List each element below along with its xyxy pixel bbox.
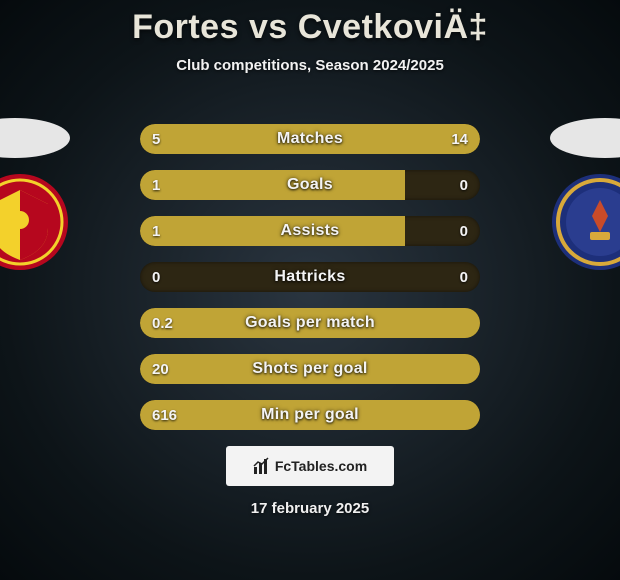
stat-bar-left <box>140 216 405 246</box>
footer-date: 17 february 2025 <box>0 500 620 517</box>
brand-badge[interactable]: FcTables.com <box>226 446 394 486</box>
stat-row: 10Goals <box>140 170 480 200</box>
stat-value-right: 0 <box>460 216 468 246</box>
stats-list: 514Matches10Goals10Assists00Hattricks0.2… <box>140 124 480 446</box>
stat-bar-right <box>228 124 480 154</box>
stat-bar-left <box>140 308 480 338</box>
stat-label: Hattricks <box>140 262 480 292</box>
stat-bar-left <box>140 400 480 430</box>
page-subtitle: Club competitions, Season 2024/2025 <box>0 57 620 74</box>
stat-row: 0.2Goals per match <box>140 308 480 338</box>
stat-value-right: 0 <box>460 262 468 292</box>
stat-row: 10Assists <box>140 216 480 246</box>
stat-bar-left <box>140 170 405 200</box>
stat-row: 514Matches <box>140 124 480 154</box>
stat-row: 616Min per goal <box>140 400 480 430</box>
stat-row: 0 0Hattricks <box>140 262 480 292</box>
stat-bar-left <box>140 354 480 384</box>
stat-row: 20Shots per goal <box>140 354 480 384</box>
player-photo-right-placeholder <box>550 118 620 158</box>
brand-text: FcTables.com <box>275 458 367 474</box>
page-title: Fortes vs CvetkoviÄ‡ <box>0 0 620 47</box>
club-crest-left <box>0 172 70 272</box>
chart-icon <box>253 457 271 475</box>
stat-value-left: 0 <box>152 262 160 292</box>
club-crest-right <box>550 172 620 272</box>
club-crest-left-icon <box>0 172 70 272</box>
stat-value-right: 0 <box>460 170 468 200</box>
club-crest-right-icon <box>550 172 620 272</box>
stat-bar-left <box>140 124 228 154</box>
player-photo-left-placeholder <box>0 118 70 158</box>
